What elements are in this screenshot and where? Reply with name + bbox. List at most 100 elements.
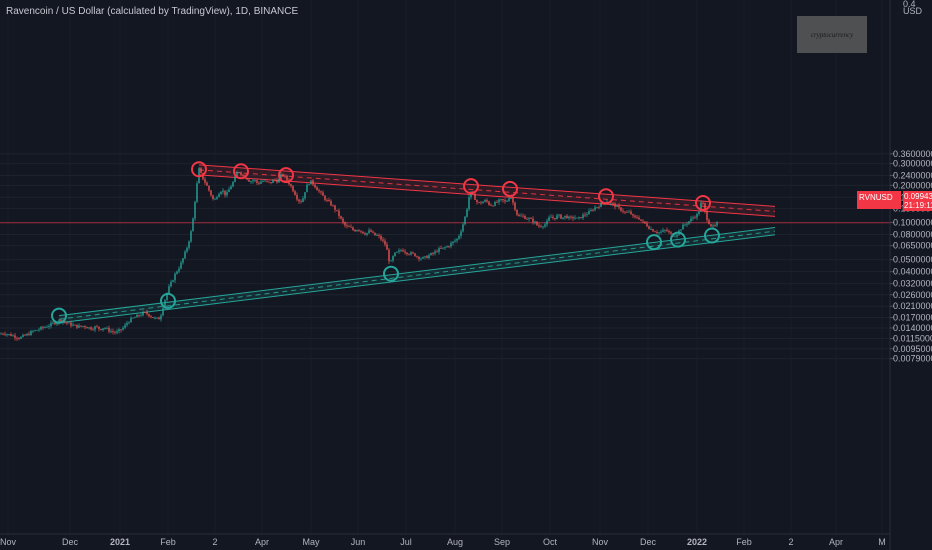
candle-body	[286, 175, 288, 181]
candle-body	[154, 317, 156, 319]
candle-body	[706, 211, 708, 221]
candle-body	[106, 327, 108, 329]
upper-touch-circle	[502, 180, 518, 197]
x-tick-label: Feb	[160, 537, 176, 547]
candle-body	[258, 182, 260, 184]
candle-body	[18, 338, 20, 340]
candle-body	[404, 251, 406, 253]
x-tick-label: Apr	[829, 537, 843, 547]
candle-body	[146, 312, 148, 315]
x-tick-label: M	[878, 537, 886, 547]
candle-body	[426, 256, 428, 259]
candle-body	[494, 201, 496, 206]
candle-body	[714, 225, 716, 227]
candle-body	[226, 192, 228, 196]
candle-body	[500, 199, 502, 200]
candle-body	[476, 199, 478, 203]
x-tick-label: Jun	[351, 537, 366, 547]
candle-body	[242, 174, 244, 176]
logo-text: cryptocurrency	[811, 31, 854, 39]
candle-body	[588, 211, 590, 215]
candle-body	[664, 229, 666, 231]
candle-body	[228, 189, 230, 193]
candle-body	[60, 319, 62, 323]
y-tick-label: 0.02600000	[893, 290, 932, 300]
candle-body	[88, 327, 90, 329]
x-tick-label: Aug	[447, 537, 463, 547]
candle-body	[204, 179, 206, 183]
candle-body	[322, 192, 324, 196]
candle-body	[594, 207, 596, 211]
candle-body	[68, 322, 70, 324]
lower-channel-mid-line	[58, 230, 776, 320]
candle-body	[82, 326, 84, 327]
candle-body	[64, 321, 66, 323]
price-axis[interactable]: 0.360000000.30000000 0.240000000.20000000…	[889, 0, 932, 550]
candle-body	[510, 198, 512, 199]
candle-body	[346, 225, 348, 227]
candle-body	[364, 233, 366, 235]
x-tick-label: Feb	[736, 537, 752, 547]
y-tick-label: 0.03200000	[893, 279, 932, 289]
candle-body	[240, 172, 242, 175]
candle-body	[650, 229, 652, 230]
candle-body	[54, 322, 56, 325]
candle-body	[100, 328, 102, 330]
candle-body	[614, 203, 616, 207]
candle-body	[446, 246, 448, 248]
candle-body	[438, 248, 440, 252]
candle-body	[674, 236, 676, 238]
candle-body	[4, 333, 6, 335]
candle-body	[712, 225, 714, 227]
candle-body	[384, 240, 386, 245]
candle-body	[160, 315, 162, 320]
candle-body	[682, 224, 684, 230]
candle-body	[670, 232, 672, 234]
candle-body	[600, 202, 602, 208]
candle-body	[0, 333, 2, 335]
candle-body	[210, 190, 212, 196]
candle-body	[162, 307, 164, 316]
candle-body	[40, 326, 42, 330]
candle-body	[574, 217, 576, 219]
candle-body	[444, 247, 446, 249]
candle-body	[214, 198, 216, 200]
candle-body	[624, 211, 626, 213]
candle-body	[388, 249, 390, 262]
candle-body	[320, 191, 322, 193]
lower-touch-circle	[646, 234, 662, 251]
candle-body	[380, 235, 382, 240]
candle-body	[484, 199, 486, 202]
candle-body	[702, 202, 704, 204]
candle-body	[180, 262, 182, 269]
candle-body	[592, 210, 594, 211]
candle-body	[424, 256, 426, 257]
time-axis[interactable]: Nov Dec 2021 Feb 2 Apr May Jun Jul Aug Sep Oct Nov De…	[0, 533, 890, 547]
candle-body	[284, 175, 286, 177]
candle-body	[532, 218, 534, 223]
price-badge-countdown: 21:19:11	[904, 201, 932, 210]
candle-body	[58, 319, 60, 323]
candle-body	[76, 324, 78, 328]
candle-body	[632, 214, 634, 216]
channel-layer	[0, 164, 890, 324]
candle-body	[232, 181, 234, 187]
candle-body	[434, 251, 436, 254]
candle-body	[508, 198, 510, 202]
candle-body	[516, 209, 518, 215]
candle-body	[102, 328, 104, 330]
candle-body	[656, 232, 658, 234]
candle-body	[250, 181, 252, 183]
candle-body	[308, 184, 310, 186]
candle-body	[488, 201, 490, 205]
x-tick-label: May	[302, 537, 320, 547]
candle-body	[224, 190, 226, 196]
x-tick-label: 2	[212, 537, 217, 547]
candle-body	[520, 215, 522, 217]
candle-body	[352, 227, 354, 230]
candle-body	[700, 202, 702, 212]
candle-body	[318, 190, 320, 192]
y-tick-label: 0.01400000	[893, 323, 932, 333]
